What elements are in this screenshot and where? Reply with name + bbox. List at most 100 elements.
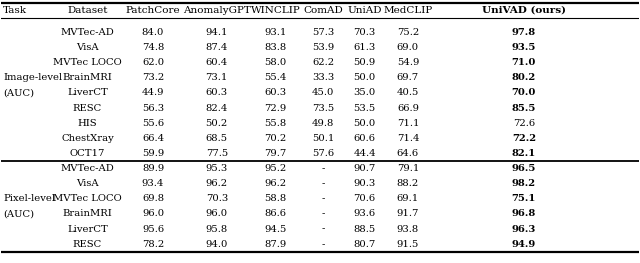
Text: UniVAD (ours): UniVAD (ours) (482, 6, 566, 15)
Text: -: - (321, 240, 325, 249)
Text: PatchCore: PatchCore (125, 6, 180, 15)
Text: 60.6: 60.6 (354, 134, 376, 143)
Text: 44.4: 44.4 (353, 149, 376, 158)
Text: 83.8: 83.8 (264, 43, 287, 52)
Text: 85.5: 85.5 (512, 104, 536, 113)
Text: VisA: VisA (76, 43, 99, 52)
Text: 95.3: 95.3 (205, 164, 228, 173)
Text: 74.8: 74.8 (142, 43, 164, 52)
Text: 91.7: 91.7 (397, 209, 419, 219)
Text: 96.2: 96.2 (264, 179, 287, 188)
Text: 70.3: 70.3 (353, 28, 376, 37)
Text: 72.2: 72.2 (512, 134, 536, 143)
Text: 95.6: 95.6 (142, 225, 164, 234)
Text: Dataset: Dataset (67, 6, 108, 15)
Text: 70.2: 70.2 (264, 134, 287, 143)
Text: 70.3: 70.3 (205, 194, 228, 203)
Text: MVTec LOCO: MVTec LOCO (53, 194, 122, 203)
Text: 89.9: 89.9 (142, 164, 164, 173)
Text: 88.2: 88.2 (397, 179, 419, 188)
Text: 73.1: 73.1 (205, 73, 228, 82)
Text: Image-level: Image-level (3, 73, 63, 82)
Text: 57.6: 57.6 (312, 149, 334, 158)
Text: 70.0: 70.0 (512, 88, 536, 97)
Text: 96.8: 96.8 (512, 209, 536, 219)
Text: VisA: VisA (76, 179, 99, 188)
Text: 80.2: 80.2 (512, 73, 536, 82)
Text: 44.9: 44.9 (142, 88, 164, 97)
Text: 57.3: 57.3 (312, 28, 334, 37)
Text: 50.0: 50.0 (353, 119, 376, 128)
Text: 93.4: 93.4 (142, 179, 164, 188)
Text: 96.0: 96.0 (205, 209, 228, 219)
Text: Task: Task (3, 6, 28, 15)
Text: 53.9: 53.9 (312, 43, 334, 52)
Text: 72.6: 72.6 (513, 119, 535, 128)
Text: 50.0: 50.0 (353, 73, 376, 82)
Text: -: - (321, 194, 325, 203)
Text: 90.3: 90.3 (353, 179, 376, 188)
Text: 82.4: 82.4 (205, 104, 228, 113)
Text: 96.0: 96.0 (142, 209, 164, 219)
Text: MVTec LOCO: MVTec LOCO (53, 58, 122, 67)
Text: 93.5: 93.5 (512, 43, 536, 52)
Text: LiverCT: LiverCT (67, 88, 108, 97)
Text: 71.0: 71.0 (512, 58, 536, 67)
Text: 62.2: 62.2 (312, 58, 334, 67)
Text: OCT17: OCT17 (70, 149, 105, 158)
Text: 93.1: 93.1 (264, 28, 287, 37)
Text: 87.4: 87.4 (205, 43, 228, 52)
Text: 94.9: 94.9 (512, 240, 536, 249)
Text: MVTec-AD: MVTec-AD (61, 164, 115, 173)
Text: 45.0: 45.0 (312, 88, 334, 97)
Text: 72.9: 72.9 (264, 104, 287, 113)
Text: 90.7: 90.7 (353, 164, 376, 173)
Text: UniAD: UniAD (348, 6, 382, 15)
Text: -: - (321, 209, 325, 219)
Text: 79.1: 79.1 (397, 164, 419, 173)
Text: 97.8: 97.8 (512, 28, 536, 37)
Text: MedCLIP: MedCLIP (383, 6, 433, 15)
Text: 50.2: 50.2 (205, 119, 228, 128)
Text: 69.1: 69.1 (397, 194, 419, 203)
Text: 60.3: 60.3 (264, 88, 287, 97)
Text: ChestXray: ChestXray (61, 134, 114, 143)
Text: 66.4: 66.4 (142, 134, 164, 143)
Text: -: - (321, 225, 325, 234)
Text: HIS: HIS (77, 119, 97, 128)
Text: 91.5: 91.5 (397, 240, 419, 249)
Text: 88.5: 88.5 (353, 225, 376, 234)
Text: 79.7: 79.7 (264, 149, 287, 158)
Text: 64.6: 64.6 (397, 149, 419, 158)
Text: 73.2: 73.2 (142, 73, 164, 82)
Text: WINCLIP: WINCLIP (250, 6, 300, 15)
Text: 40.5: 40.5 (397, 88, 419, 97)
Text: 49.8: 49.8 (312, 119, 334, 128)
Text: 53.5: 53.5 (353, 104, 376, 113)
Text: (AUC): (AUC) (3, 88, 35, 97)
Text: 71.4: 71.4 (397, 134, 419, 143)
Text: 62.0: 62.0 (142, 58, 164, 67)
Text: 69.7: 69.7 (397, 73, 419, 82)
Text: 54.9: 54.9 (397, 58, 419, 67)
Text: 75.2: 75.2 (397, 28, 419, 37)
Text: 66.9: 66.9 (397, 104, 419, 113)
Text: 60.3: 60.3 (205, 88, 228, 97)
Text: 50.9: 50.9 (353, 58, 376, 67)
Text: 94.5: 94.5 (264, 225, 287, 234)
Text: 58.8: 58.8 (264, 194, 287, 203)
Text: 70.6: 70.6 (353, 194, 376, 203)
Text: AnomalyGPT: AnomalyGPT (183, 6, 251, 15)
Text: 58.0: 58.0 (264, 58, 287, 67)
Text: 33.3: 33.3 (312, 73, 334, 82)
Text: 96.3: 96.3 (512, 225, 536, 234)
Text: 95.2: 95.2 (264, 164, 287, 173)
Text: 96.5: 96.5 (512, 164, 536, 173)
Text: 87.9: 87.9 (264, 240, 287, 249)
Text: 68.5: 68.5 (205, 134, 228, 143)
Text: 60.4: 60.4 (205, 58, 228, 67)
Text: 35.0: 35.0 (353, 88, 376, 97)
Text: 94.1: 94.1 (205, 28, 228, 37)
Text: 86.6: 86.6 (264, 209, 286, 219)
Text: LiverCT: LiverCT (67, 225, 108, 234)
